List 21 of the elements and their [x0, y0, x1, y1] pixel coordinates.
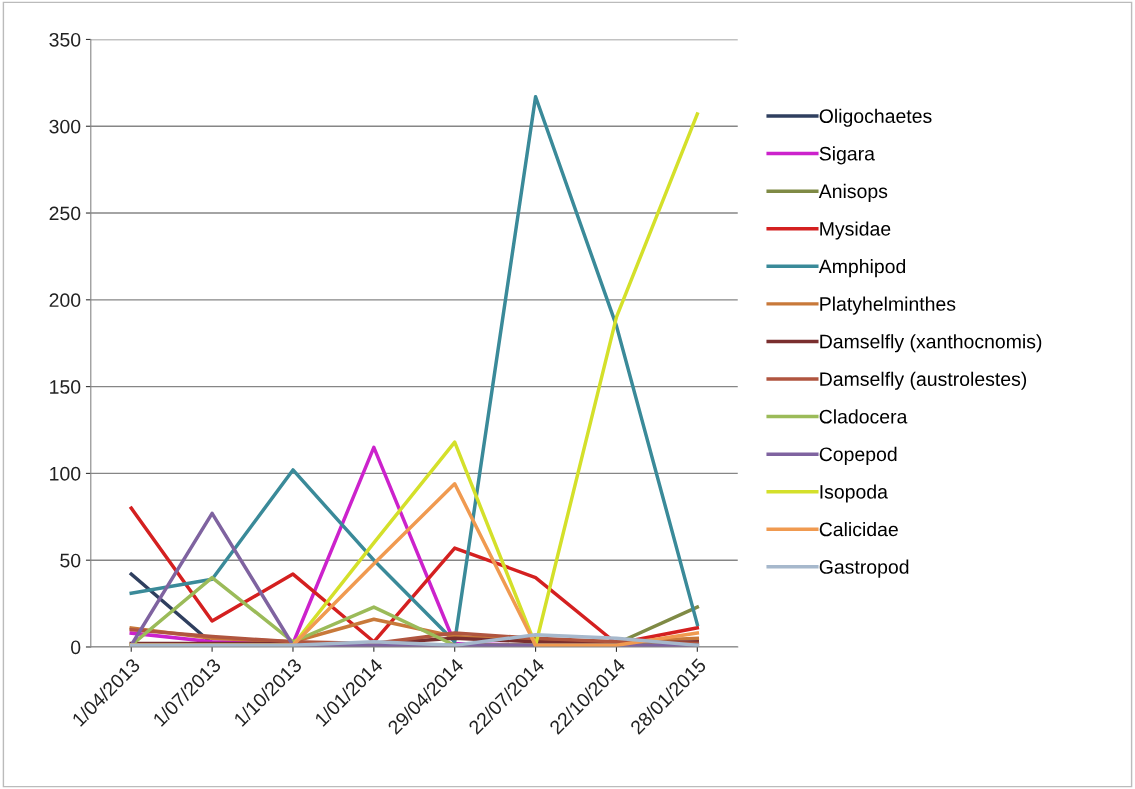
legend-label: Damselfly (xanthocnomis) [820, 334, 1042, 353]
legend-label: Platyhelminthes [820, 296, 956, 315]
y-tick-label: 200 [49, 293, 81, 308]
legend-label: Mysidae [820, 221, 891, 240]
legend-label: Gastropod [819, 559, 909, 578]
legend-label: Oligochaetes [819, 108, 932, 127]
y-tick-label: 150 [50, 380, 81, 394]
y-tick-label: 350 [49, 32, 81, 47]
legend-label: Damselfly (austrolestes) [820, 371, 1027, 390]
y-tick-label: 250 [49, 206, 81, 221]
legend-label: Amphipod [818, 259, 906, 278]
legend-label: Calicidae [819, 522, 898, 537]
y-tick-label: 50 [60, 553, 81, 568]
y-tick-label: 100 [50, 466, 81, 481]
legend-label: Isopoda [820, 484, 888, 503]
legend-label: Sigara [819, 146, 875, 165]
legend-label: Copepod [819, 446, 897, 465]
legend-label: Anisops [818, 183, 888, 202]
legend-label: Cladocera [819, 409, 908, 424]
y-tick-label: 300 [49, 119, 81, 134]
y-tick-label: 0 [71, 640, 81, 655]
